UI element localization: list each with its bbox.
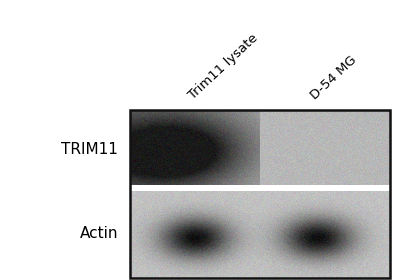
Text: D-54 MG: D-54 MG [308,53,359,102]
Bar [130,110,390,278]
Text: Trim11 lysate: Trim11 lysate [186,31,260,102]
Text: Actin: Actin [80,225,118,241]
Text: TRIM11: TRIM11 [61,141,118,157]
Bar [130,185,390,191]
